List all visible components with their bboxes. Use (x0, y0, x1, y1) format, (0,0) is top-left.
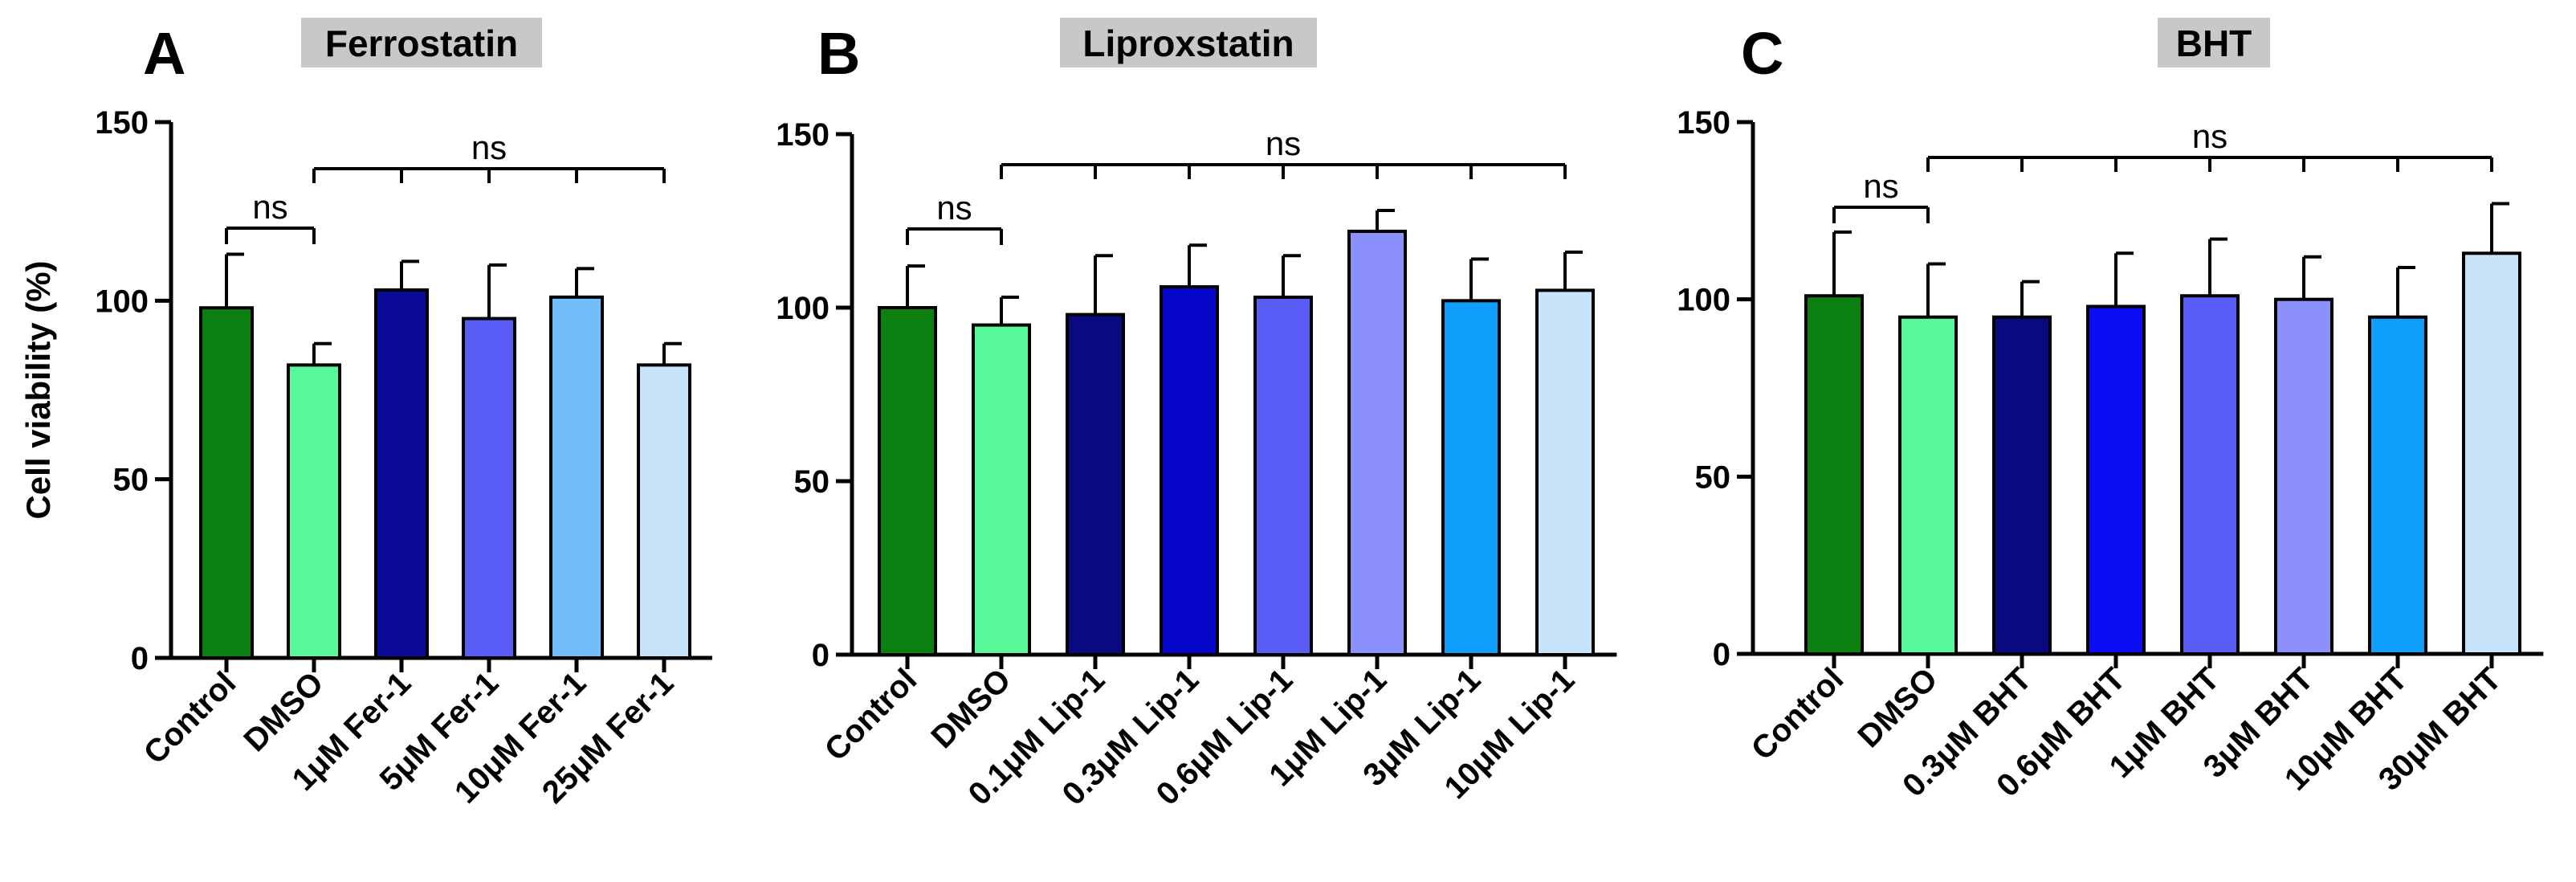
bar (1441, 299, 1501, 656)
category-label: Control (137, 665, 243, 771)
bar (2180, 294, 2240, 655)
significance-label: ns (936, 189, 972, 227)
bar (2086, 304, 2146, 655)
y-tick-label: 0 (1713, 637, 1730, 672)
bar (637, 363, 691, 659)
chart-panel-a: A Ferrostatin 0 50 100 150 Cell viability (%) C… (19, 18, 712, 811)
chart-title-background (301, 18, 542, 67)
significance-label: ns (1266, 125, 1301, 162)
y-tick-label: 0 (131, 641, 149, 676)
significance-label: ns (1863, 167, 1898, 205)
bar (287, 363, 341, 659)
bar (2462, 251, 2521, 655)
significance-label: ns (252, 188, 287, 226)
bar (2368, 315, 2427, 655)
bar (374, 288, 429, 659)
chart-title-background (2158, 18, 2270, 67)
significance-label: ns (471, 129, 507, 166)
y-axis-label: Cell viability (%) (19, 260, 57, 519)
bar (1804, 294, 1864, 655)
panel-letter: C (1741, 20, 1783, 87)
bar (2274, 297, 2333, 655)
y-tick-label: 150 (776, 117, 829, 153)
panel-letter: A (143, 20, 185, 87)
bar (1160, 285, 1219, 656)
y-tick-label: 100 (95, 284, 149, 319)
bar (1066, 312, 1125, 656)
bar (1992, 315, 2052, 655)
bar (1347, 229, 1407, 656)
y-tick-label: 0 (812, 638, 829, 673)
panel-letter: B (817, 20, 860, 87)
y-tick-label: 100 (776, 291, 829, 326)
chart-title: BHT (2176, 22, 2252, 64)
chart-title: Liproxstatin (1082, 22, 1294, 64)
category-label: Control (1745, 661, 1851, 767)
y-tick-label: 100 (1677, 283, 1730, 318)
bar (972, 323, 1031, 656)
y-tick-label: 50 (1695, 459, 1731, 495)
bar (199, 306, 254, 659)
bar (878, 306, 937, 656)
category-label: DMSO (924, 662, 1017, 755)
category-label: DMSO (1851, 661, 1944, 754)
bar (549, 295, 604, 659)
chart-title-background (1060, 18, 1317, 67)
y-tick-label: 50 (794, 464, 830, 500)
bar (1898, 315, 1958, 655)
bar (462, 316, 516, 659)
y-tick-label: 50 (113, 463, 149, 498)
chart-title: Ferrostatin (325, 22, 518, 64)
bar (1535, 288, 1595, 656)
y-tick-label: 150 (1677, 105, 1730, 141)
significance-label: ns (2192, 117, 2228, 155)
category-label: Control (818, 662, 924, 768)
y-tick-label: 150 (95, 105, 149, 141)
bar (1253, 296, 1313, 656)
